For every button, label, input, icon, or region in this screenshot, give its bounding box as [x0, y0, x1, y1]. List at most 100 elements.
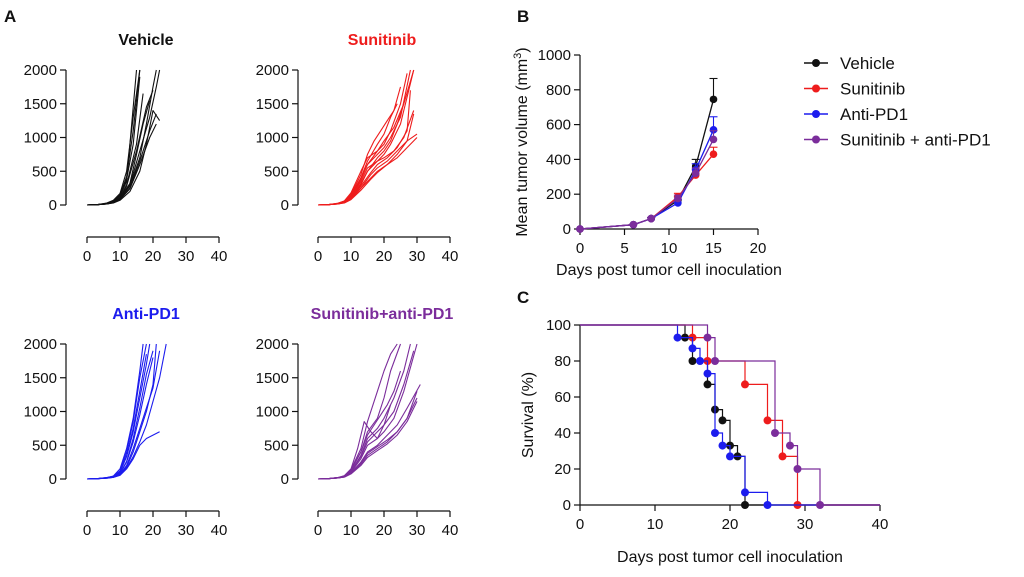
panel-label-a: A: [4, 7, 16, 26]
series-vehicle: [576, 77, 718, 233]
growth-curve: [317, 391, 418, 480]
event-marker: [726, 452, 734, 461]
x-tick-label: 0: [83, 248, 91, 265]
event-marker: [816, 501, 824, 509]
x-tick-label: 0: [83, 522, 91, 539]
y-axis-title: Survival (%): [520, 372, 537, 458]
y-tick-label: 500: [32, 163, 57, 180]
y-tick-label: 80: [554, 353, 571, 370]
y-tick-label: 400: [546, 151, 571, 168]
data-point: [629, 220, 638, 229]
mini-chart-sunitinib: Sunitinib 0 500 1000 1500 2000 0 10 20 30 40: [256, 32, 459, 265]
x-tick-label: 20: [376, 522, 393, 539]
legend-marker: [812, 135, 820, 144]
x-tick-label: 0: [314, 248, 322, 265]
data-point: [709, 150, 718, 158]
x-tick-label: 15: [705, 240, 722, 257]
growth-curve: [317, 90, 411, 206]
y-tick-label: 600: [546, 117, 571, 134]
y-tick-label: 500: [264, 163, 289, 180]
x-tick-label: 5: [620, 240, 628, 257]
x-tick-label: 10: [647, 516, 664, 533]
y-tick-label: 1500: [256, 96, 289, 113]
y-tick-label: 500: [32, 437, 57, 454]
data-point: [709, 95, 718, 104]
event-marker: [688, 344, 697, 353]
event-marker: [718, 441, 727, 450]
y-tick-label: 0: [281, 471, 289, 488]
y-tick-label: 2000: [256, 336, 289, 353]
y-tick-label: 1000: [538, 47, 571, 64]
x-tick-label: 10: [112, 248, 129, 265]
event-marker: [688, 357, 697, 365]
y-tick-label: 20: [554, 461, 571, 478]
y-axis-title-end: ): [514, 47, 531, 52]
y-tick-label: 60: [554, 389, 571, 406]
event-marker: [763, 501, 772, 509]
y-tick-label: 2000: [24, 336, 57, 353]
y-axis-title: Mean tumor volume (mm3): [512, 47, 531, 236]
event-marker: [741, 501, 749, 509]
x-axis-title: Days post tumor cell inoculation: [617, 549, 843, 566]
legend-label: Sunitinib: [840, 80, 905, 99]
y-tick-label: 40: [554, 425, 571, 442]
mini-chart-anti-pd1: Anti-PD1 0 500 1000 1500 2000 0 10 20 30 40: [24, 306, 228, 539]
y-tick-label: 1000: [24, 130, 57, 147]
event-marker: [703, 369, 712, 378]
y-axis-title-sup: 3: [512, 53, 524, 59]
mini-chart-vehicle: Vehicle 0 500 1000 1500 2000 0 10 20 30 40: [24, 32, 228, 265]
panel-label-b: B: [517, 7, 529, 26]
x-tick-label: 30: [797, 516, 814, 533]
growth-curve: [317, 401, 418, 480]
y-tick-label: 100: [546, 317, 571, 334]
y-tick-label: 200: [546, 186, 571, 203]
x-tick-label: 40: [872, 516, 889, 533]
x-tick-label: 30: [178, 522, 195, 539]
growth-curve: [86, 354, 147, 480]
data-point: [576, 225, 584, 233]
data-point: [691, 169, 700, 178]
survival-sunitinib: [580, 324, 880, 509]
event-marker: [793, 465, 802, 473]
x-tick-label: 10: [343, 522, 360, 539]
survival-sunitinib-anti-pd1: [580, 324, 880, 509]
x-tick-label: 40: [211, 248, 228, 265]
y-tick-label: 800: [546, 82, 571, 99]
mini-chart-title: Sunitinib: [348, 32, 417, 49]
mean-line: [579, 139, 715, 230]
data-point: [647, 214, 655, 223]
event-marker: [786, 441, 794, 450]
mini-chart-title: Anti-PD1: [112, 306, 180, 323]
growth-curve: [317, 343, 418, 480]
x-tick-label: 20: [145, 248, 162, 265]
y-tick-label: 1500: [24, 370, 57, 387]
legend-label: Vehicle: [840, 54, 895, 73]
event-marker: [741, 380, 749, 389]
x-tick-label: 0: [576, 516, 584, 533]
km-step-line: [580, 324, 880, 506]
legend-label: Sunitinib + anti-PD1: [840, 131, 991, 150]
km-step-line: [580, 324, 880, 506]
legend-marker: [812, 59, 820, 67]
x-tick-label: 0: [576, 240, 584, 257]
mean-line: [579, 129, 715, 230]
data-point: [709, 126, 718, 134]
event-marker: [763, 416, 772, 425]
x-tick-label: 40: [442, 248, 459, 265]
survival-chart: 0 20 40 60 80 100 0 10 20 30 40 Survival (%) Days po…: [520, 317, 888, 566]
x-tick-label: 20: [722, 516, 739, 533]
mini-chart-title: Vehicle: [118, 32, 173, 49]
survival-anti-pd1: [580, 324, 880, 509]
data-point: [709, 135, 718, 144]
legend-label: Anti-PD1: [840, 105, 908, 124]
y-tick-label: 0: [49, 471, 57, 488]
x-tick-label: 10: [661, 240, 678, 257]
x-tick-label: 0: [314, 522, 322, 539]
x-tick-label: 10: [343, 248, 360, 265]
x-tick-label: 30: [409, 522, 426, 539]
y-tick-label: 1000: [256, 130, 289, 147]
x-tick-label: 20: [750, 240, 767, 257]
x-tick-label: 20: [376, 248, 393, 265]
